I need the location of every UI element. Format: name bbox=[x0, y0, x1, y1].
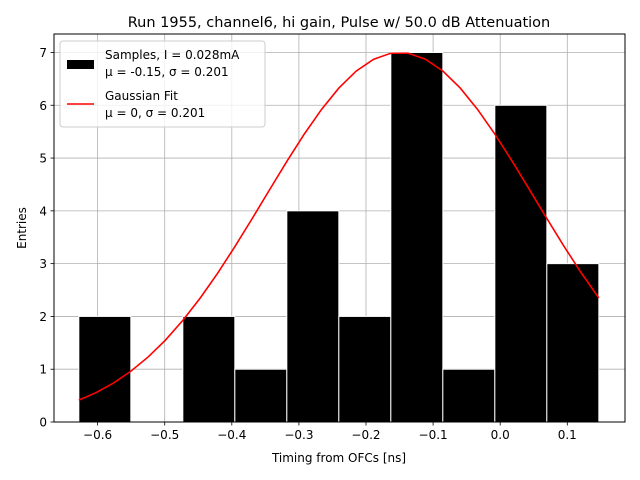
legend-swatch-samples bbox=[67, 60, 94, 69]
legend-label-fit-stats: μ = 0, σ = 0.201 bbox=[105, 106, 205, 120]
x-tick-label: −0.3 bbox=[284, 428, 313, 442]
x-tick-label: −0.6 bbox=[83, 428, 112, 442]
legend: Samples, I = 0.028mA μ = -0.15, σ = 0.20… bbox=[59, 40, 266, 128]
gaussian-fit bbox=[78, 52, 600, 401]
legend-box bbox=[59, 40, 266, 128]
y-axis-label: Entries bbox=[15, 207, 29, 249]
y-tick-label: 6 bbox=[39, 99, 47, 113]
y-tick-label: 2 bbox=[39, 310, 47, 324]
y-tick-label: 7 bbox=[39, 46, 47, 60]
legend-label-samples: Samples, I = 0.028mA bbox=[105, 48, 240, 62]
histogram-bars bbox=[78, 51, 600, 423]
x-tick-label: −0.5 bbox=[150, 428, 179, 442]
plot-frame bbox=[53, 33, 626, 423]
histogram-bar bbox=[494, 104, 548, 423]
legend-label-samples-stats: μ = -0.15, σ = 0.201 bbox=[105, 65, 229, 79]
x-tick-label: 0.1 bbox=[558, 428, 577, 442]
y-tick-label: 1 bbox=[39, 363, 47, 377]
legend-label-fit: Gaussian Fit bbox=[105, 89, 178, 103]
x-tick-label: −0.1 bbox=[419, 428, 448, 442]
x-axis-label: Timing from OFCs [ns] bbox=[271, 451, 406, 465]
y-tick-label: 4 bbox=[39, 204, 47, 218]
y-axis-ticks: 0 1 2 3 4 5 6 7 bbox=[39, 46, 54, 430]
histogram-bar bbox=[234, 368, 288, 423]
y-tick-label: 5 bbox=[39, 152, 47, 166]
y-tick-label: 0 bbox=[39, 416, 47, 430]
histogram-bar bbox=[78, 315, 132, 423]
histogram-bar bbox=[390, 51, 444, 423]
y-tick-label: 3 bbox=[39, 257, 47, 271]
histogram-bar bbox=[286, 210, 340, 423]
histogram-bar bbox=[442, 368, 496, 423]
histogram-bar bbox=[338, 315, 392, 423]
x-tick-label: −0.2 bbox=[351, 428, 380, 442]
x-tick-label: 0.0 bbox=[491, 428, 510, 442]
chart-title: Run 1955, channel6, hi gain, Pulse w/ 50… bbox=[128, 15, 551, 31]
histogram-bar bbox=[182, 315, 236, 423]
x-tick-label: −0.4 bbox=[217, 428, 246, 442]
histogram-bar bbox=[546, 263, 600, 423]
gaussian-fit-curve bbox=[78, 52, 600, 401]
x-axis-ticks: −0.6 −0.5 −0.4 −0.3 −0.2 −0.1 0.0 0.1 bbox=[83, 422, 577, 442]
